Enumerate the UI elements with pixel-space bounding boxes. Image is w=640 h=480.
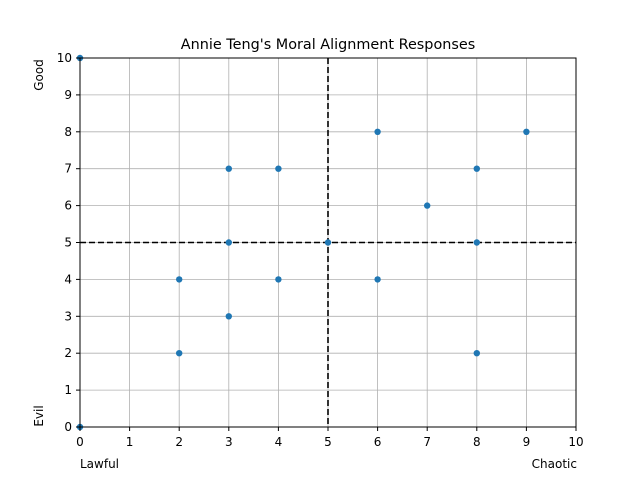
data-point — [374, 276, 381, 283]
x-tick-label: 10 — [568, 435, 583, 449]
data-point — [324, 239, 332, 246]
y-top-label-good: Good — [32, 59, 46, 91]
x-tick-label: 9 — [523, 435, 531, 449]
y-tick-label: 6 — [64, 199, 72, 213]
x-tick-label: 1 — [126, 435, 134, 449]
y-tick-label: 2 — [64, 346, 72, 360]
y-tick-label: 9 — [64, 88, 72, 102]
x-tick-label: 8 — [473, 435, 481, 449]
data-point — [523, 128, 530, 135]
x-right-label-chaotic: Chaotic — [532, 457, 577, 471]
y-tick-label: 3 — [64, 309, 72, 323]
data-point — [176, 350, 183, 357]
y-tick-label: 0 — [64, 420, 72, 434]
x-tick-label: 4 — [275, 435, 283, 449]
data-point — [473, 350, 480, 357]
x-tick-label: 0 — [76, 435, 84, 449]
y-tick-label: 7 — [64, 162, 72, 176]
axis-ticks: 0 1 2 3 4 5 6 7 8 9 10 0 1 2 3 4 5 6 7 8 9 10 — [57, 51, 584, 449]
data-point — [275, 165, 282, 172]
chart-title: Annie Teng's Moral Alignment Responses — [181, 37, 475, 53]
data-point — [176, 276, 183, 283]
data-point — [424, 202, 431, 209]
data-points — [76, 54, 530, 431]
y-tick-label: 5 — [64, 236, 72, 250]
data-point — [225, 313, 232, 320]
data-point — [473, 239, 480, 246]
x-tick-label: 5 — [324, 435, 332, 449]
x-tick-label: 7 — [423, 435, 431, 449]
y-tick-label: 4 — [64, 272, 72, 286]
y-tick-label: 1 — [64, 383, 72, 397]
data-point — [225, 165, 232, 172]
x-tick-label: 2 — [175, 435, 183, 449]
data-point — [225, 239, 232, 246]
y-bottom-label-evil: Evil — [32, 405, 46, 426]
x-left-label-lawful: Lawful — [80, 457, 119, 471]
x-tick-label: 6 — [374, 435, 382, 449]
data-point — [275, 276, 282, 283]
y-tick-label: 10 — [57, 51, 72, 65]
data-point — [473, 165, 480, 172]
y-tick-label: 8 — [64, 125, 72, 139]
data-point — [374, 128, 381, 135]
x-tick-label: 3 — [225, 435, 233, 449]
